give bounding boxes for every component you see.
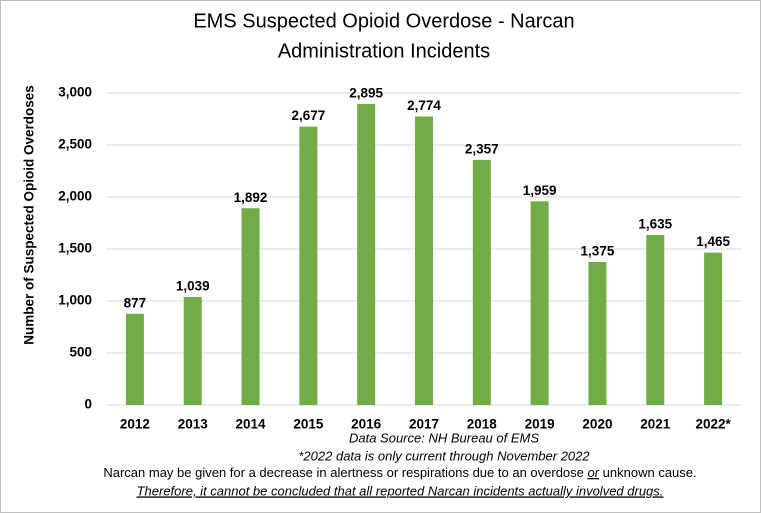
y-axis-label: Number of Suspected Opioid Overdoses (22, 85, 37, 345)
x-tick-label: 2016 (351, 417, 382, 432)
value-label: 2,677 (291, 108, 325, 123)
y-tick-label: 2,000 (58, 189, 92, 204)
chart-title: EMS Suspected Opioid Overdose - Narcan (193, 10, 574, 32)
y-tick-label: 1,000 (58, 293, 92, 308)
bar (588, 262, 607, 405)
value-label: 1,635 (638, 217, 672, 232)
value-label: 2,774 (407, 98, 441, 113)
disclaimer: Therefore, it cannot be concluded that a… (137, 483, 664, 498)
x-tick-label: 2018 (467, 417, 498, 432)
note-part: or (588, 465, 600, 480)
bar (241, 208, 260, 405)
x-tick-label: 2020 (582, 417, 612, 432)
x-tick-label: 2015 (293, 417, 324, 432)
y-tick-label: 0 (84, 397, 92, 412)
x-tick-label: 2019 (525, 417, 555, 432)
bar (183, 296, 202, 405)
bar (646, 234, 665, 405)
y-tick-label: 1,500 (58, 241, 92, 256)
bar (530, 201, 549, 405)
value-label: 1,959 (523, 183, 557, 198)
note: Narcan may be given for a decrease in al… (103, 465, 696, 480)
value-label: 1,039 (176, 279, 210, 294)
value-label: 2,357 (465, 141, 499, 156)
bar (472, 159, 491, 405)
bar (415, 116, 433, 405)
x-tick-label: 2014 (236, 417, 267, 432)
x-tick-label: 2021 (640, 417, 671, 432)
value-label: 1,892 (234, 190, 268, 205)
chart-title: Administration Incidents (278, 40, 490, 62)
x-tick-label: 2022* (695, 417, 731, 432)
y-tick-label: 3,000 (58, 85, 92, 100)
note-part: unknown cause. (599, 465, 697, 480)
bar (125, 313, 144, 405)
bar (704, 252, 723, 405)
value-label: 1,465 (696, 234, 730, 249)
y-tick-label: 2,500 (58, 137, 92, 152)
footnote: *2022 data is only current through Novem… (298, 448, 590, 463)
value-label: 1,375 (581, 244, 615, 259)
value-label: 2,895 (349, 85, 383, 100)
value-label: 877 (124, 295, 147, 310)
y-tick-label: 500 (69, 345, 92, 360)
bar (299, 126, 318, 405)
x-tick-label: 2012 (120, 417, 150, 432)
note-part: Narcan may be given for a decrease in al… (103, 465, 587, 480)
x-tick-label: 2013 (178, 417, 209, 432)
source: Data Source: NH Bureau of EMS (349, 430, 539, 445)
bar (357, 103, 376, 406)
x-tick-label: 2017 (409, 417, 439, 432)
